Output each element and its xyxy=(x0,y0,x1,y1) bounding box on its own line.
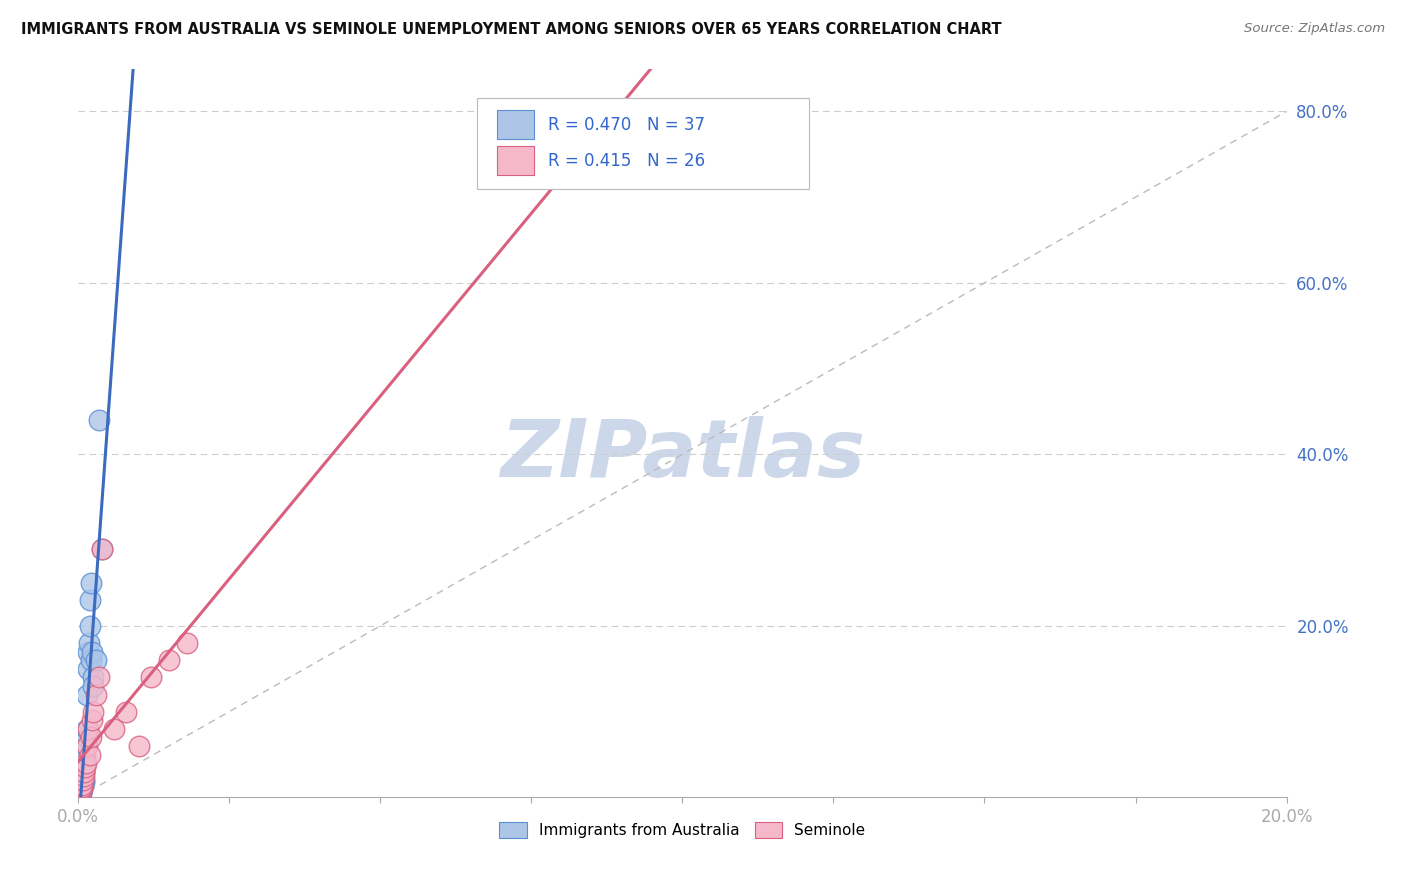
Point xyxy=(76,688,98,702)
Point xyxy=(70,778,93,792)
Point xyxy=(89,670,111,684)
Point xyxy=(73,773,96,788)
Point xyxy=(72,773,94,788)
Point xyxy=(72,764,94,779)
Point xyxy=(76,739,98,753)
Point xyxy=(70,781,93,796)
Point xyxy=(69,781,91,796)
Point xyxy=(91,541,114,556)
Point xyxy=(82,705,104,719)
FancyBboxPatch shape xyxy=(498,110,534,139)
Point xyxy=(77,645,100,659)
Point xyxy=(67,786,90,800)
Text: IMMIGRANTS FROM AUSTRALIA VS SEMINOLE UNEMPLOYMENT AMONG SENIORS OVER 65 YEARS C: IMMIGRANTS FROM AUSTRALIA VS SEMINOLE UN… xyxy=(21,22,1001,37)
Legend: Immigrants from Australia, Seminole: Immigrants from Australia, Seminole xyxy=(494,816,872,845)
Point xyxy=(89,413,111,427)
Point xyxy=(70,779,93,793)
Point xyxy=(72,780,94,794)
Point xyxy=(79,747,101,762)
Point xyxy=(76,662,98,676)
Point xyxy=(72,769,94,783)
Point xyxy=(69,783,91,797)
Text: R = 0.470   N = 37: R = 0.470 N = 37 xyxy=(548,116,706,134)
Point xyxy=(72,773,94,788)
Point xyxy=(139,670,162,684)
Point xyxy=(69,785,91,799)
Point xyxy=(70,783,93,797)
Point xyxy=(157,653,180,667)
Point xyxy=(80,731,103,745)
Point xyxy=(128,739,150,753)
Text: Source: ZipAtlas.com: Source: ZipAtlas.com xyxy=(1244,22,1385,36)
Text: R = 0.415   N = 26: R = 0.415 N = 26 xyxy=(548,152,706,169)
Point xyxy=(75,747,97,762)
FancyBboxPatch shape xyxy=(498,146,534,176)
Point xyxy=(80,653,103,667)
Point xyxy=(69,786,91,800)
Point xyxy=(73,760,96,774)
Point xyxy=(84,653,107,667)
Point xyxy=(70,781,93,796)
Point xyxy=(70,780,93,794)
Point xyxy=(75,756,97,771)
Point xyxy=(69,780,91,794)
Point xyxy=(82,670,104,684)
Point xyxy=(73,760,96,774)
Point xyxy=(73,756,96,771)
Point xyxy=(72,769,94,783)
Point xyxy=(73,764,96,779)
Point xyxy=(80,576,103,591)
Point xyxy=(84,688,107,702)
Point xyxy=(70,785,93,799)
Point xyxy=(72,775,94,789)
Point xyxy=(115,705,138,719)
Point xyxy=(80,645,103,659)
Point xyxy=(103,722,125,736)
Point xyxy=(76,722,98,736)
Point xyxy=(79,619,101,633)
Point xyxy=(176,636,198,650)
Point xyxy=(77,636,100,650)
Point xyxy=(75,739,97,753)
Point xyxy=(72,778,94,792)
Point xyxy=(79,593,101,607)
Point xyxy=(69,783,91,797)
Point xyxy=(82,679,104,693)
Point xyxy=(80,713,103,727)
Text: ZIPatlas: ZIPatlas xyxy=(501,416,865,494)
Point xyxy=(76,731,98,745)
Point xyxy=(77,722,100,736)
FancyBboxPatch shape xyxy=(477,98,810,189)
Point xyxy=(91,541,114,556)
Point xyxy=(67,786,90,800)
Point xyxy=(72,778,94,792)
